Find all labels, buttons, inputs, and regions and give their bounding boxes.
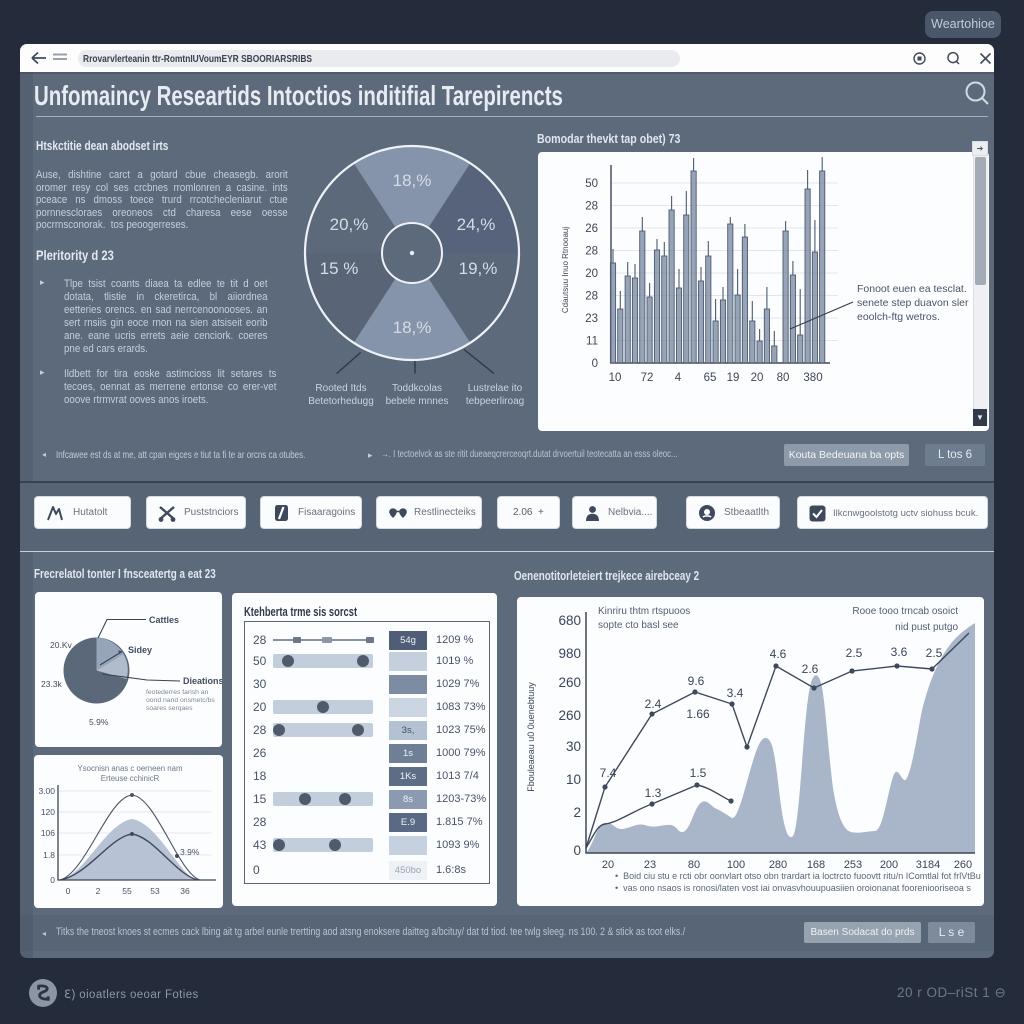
svg-text:24,%: 24,% <box>457 215 496 234</box>
svg-text:3.9%: 3.9% <box>180 847 200 857</box>
svg-text:Kinriru thtm rtspuoos: Kinriru thtm rtspuoos <box>598 606 690 617</box>
svg-text:1.8: 1.8 <box>43 850 55 860</box>
svg-text:26: 26 <box>585 223 598 235</box>
svg-text:106: 106 <box>41 828 55 838</box>
svg-text:80: 80 <box>688 859 700 871</box>
svg-text:1.3: 1.3 <box>645 786 662 800</box>
svg-text:bebele mnnes: bebele mnnes <box>386 396 449 407</box>
svg-text:0: 0 <box>592 358 598 370</box>
svg-text:1.66: 1.66 <box>686 707 710 721</box>
svg-text:nid pust putgo: nid pust putgo <box>895 622 958 633</box>
svg-text:253: 253 <box>844 859 862 871</box>
svg-text:10: 10 <box>566 772 581 787</box>
svg-text:sopte cto basl see: sopte cto basl see <box>598 620 679 631</box>
svg-text:0: 0 <box>50 875 55 885</box>
svg-text:260: 260 <box>558 675 581 690</box>
svg-text:oond nand onsmetc/bs: oond nand onsmetc/bs <box>146 697 215 704</box>
svg-text:80: 80 <box>777 372 790 384</box>
svg-text:20: 20 <box>602 859 614 871</box>
svg-text:30: 30 <box>566 739 581 754</box>
svg-text:0: 0 <box>66 886 71 896</box>
svg-text:senete step duavon sler: senete step duavon sler <box>857 297 969 309</box>
svg-text:Rooe tooo trncab osoict: Rooe tooo trncab osoict <box>852 606 958 617</box>
svg-text:28: 28 <box>585 291 598 303</box>
svg-text:5.9%: 5.9% <box>89 717 109 727</box>
svg-text:Toddkcolas: Toddkcolas <box>392 383 442 394</box>
svg-text:3.4: 3.4 <box>727 686 744 700</box>
svg-text:20.Kv: 20.Kv <box>50 640 72 650</box>
svg-text:28: 28 <box>585 201 598 213</box>
svg-text:50: 50 <box>585 178 598 190</box>
svg-text:2.5: 2.5 <box>846 646 863 660</box>
svg-text:23: 23 <box>644 859 656 871</box>
svg-text:eoolch-ftg wetros.: eoolch-ftg wetros. <box>857 311 940 323</box>
svg-text:19: 19 <box>727 372 740 384</box>
svg-text:680: 680 <box>558 613 581 628</box>
svg-text:200: 200 <box>880 859 898 871</box>
svg-text:2: 2 <box>96 886 101 896</box>
svg-text:20: 20 <box>751 372 764 384</box>
svg-text:2.6: 2.6 <box>802 662 819 676</box>
svg-text:19,%: 19,% <box>459 259 498 278</box>
svg-text:Dieations: Dieations <box>183 676 222 686</box>
svg-text:23: 23 <box>585 313 598 325</box>
svg-text:55: 55 <box>122 886 132 896</box>
svg-text:120: 120 <box>41 807 55 817</box>
svg-text:11: 11 <box>586 336 598 348</box>
svg-text:28: 28 <box>585 246 598 258</box>
svg-text:Fonoot euen ea tesclat.: Fonoot euen ea tesclat. <box>857 283 967 295</box>
svg-text:Erteuse cchinicR: Erteuse cchinicR <box>101 774 160 783</box>
svg-text:36: 36 <box>180 886 190 896</box>
svg-text:72: 72 <box>641 372 654 384</box>
svg-text:• Boid ciu stu e rcti obr oon: • Boid ciu stu e rcti obr oonvlart otso … <box>615 871 981 881</box>
svg-text:soares serqaes: soares serqaes <box>146 705 193 712</box>
svg-text:168: 168 <box>807 859 825 871</box>
svg-text:Betetorhedugg: Betetorhedugg <box>308 396 374 407</box>
svg-text:20,%: 20,% <box>330 215 369 234</box>
svg-text:Ysocnisn anas c oerneen nam: Ysocnisn anas c oerneen nam <box>78 764 183 773</box>
svg-text:260: 260 <box>954 859 972 871</box>
svg-text:3.6: 3.6 <box>891 645 908 659</box>
svg-text:980: 980 <box>558 646 581 661</box>
svg-text:Lustrelae ito: Lustrelae ito <box>468 383 523 394</box>
svg-text:tebpeerliroag: tebpeerliroag <box>466 396 524 407</box>
svg-text:feotederres farish an: feotederres farish an <box>146 689 209 696</box>
svg-text:280: 280 <box>769 859 787 871</box>
svg-text:2: 2 <box>573 805 581 820</box>
svg-text:4.6: 4.6 <box>770 647 787 661</box>
svg-text:Sidey: Sidey <box>128 645 152 655</box>
svg-text:2.4: 2.4 <box>645 697 662 711</box>
svg-text:18,%: 18,% <box>393 318 432 337</box>
svg-text:4: 4 <box>675 372 682 384</box>
svg-text:15 %: 15 % <box>320 259 359 278</box>
svg-text:Fbouleaeau u0 0uenebtuuy: Fbouleaeau u0 0uenebtuuy <box>526 682 536 792</box>
svg-text:2.5: 2.5 <box>926 646 943 660</box>
svg-text:1.5: 1.5 <box>690 766 707 780</box>
svg-text:Cattles: Cattles <box>149 615 179 625</box>
svg-text:380: 380 <box>803 372 822 384</box>
svg-text:3184: 3184 <box>916 859 940 871</box>
svg-text:20: 20 <box>585 268 598 280</box>
svg-text:Rooted Itds: Rooted Itds <box>315 383 366 394</box>
svg-text:18,%: 18,% <box>393 171 432 190</box>
svg-text:53: 53 <box>150 886 160 896</box>
svg-text:9.6: 9.6 <box>688 674 705 688</box>
svg-text:260: 260 <box>558 708 581 723</box>
svg-text:• vas ono nsaos is ronosi/lat: • vas ono nsaos is ronosi/laten vost iai… <box>615 883 971 893</box>
svg-text:23.3k: 23.3k <box>41 679 63 689</box>
svg-text:7.4: 7.4 <box>600 766 617 780</box>
svg-text:3.00: 3.00 <box>38 786 55 796</box>
svg-text:0: 0 <box>573 843 581 858</box>
svg-text:100: 100 <box>727 859 745 871</box>
svg-text:Cdautsuu Inuo Rtnooauj: Cdautsuu Inuo Rtnooauj <box>561 227 570 314</box>
svg-text:65: 65 <box>704 372 717 384</box>
svg-text:10: 10 <box>609 372 622 384</box>
